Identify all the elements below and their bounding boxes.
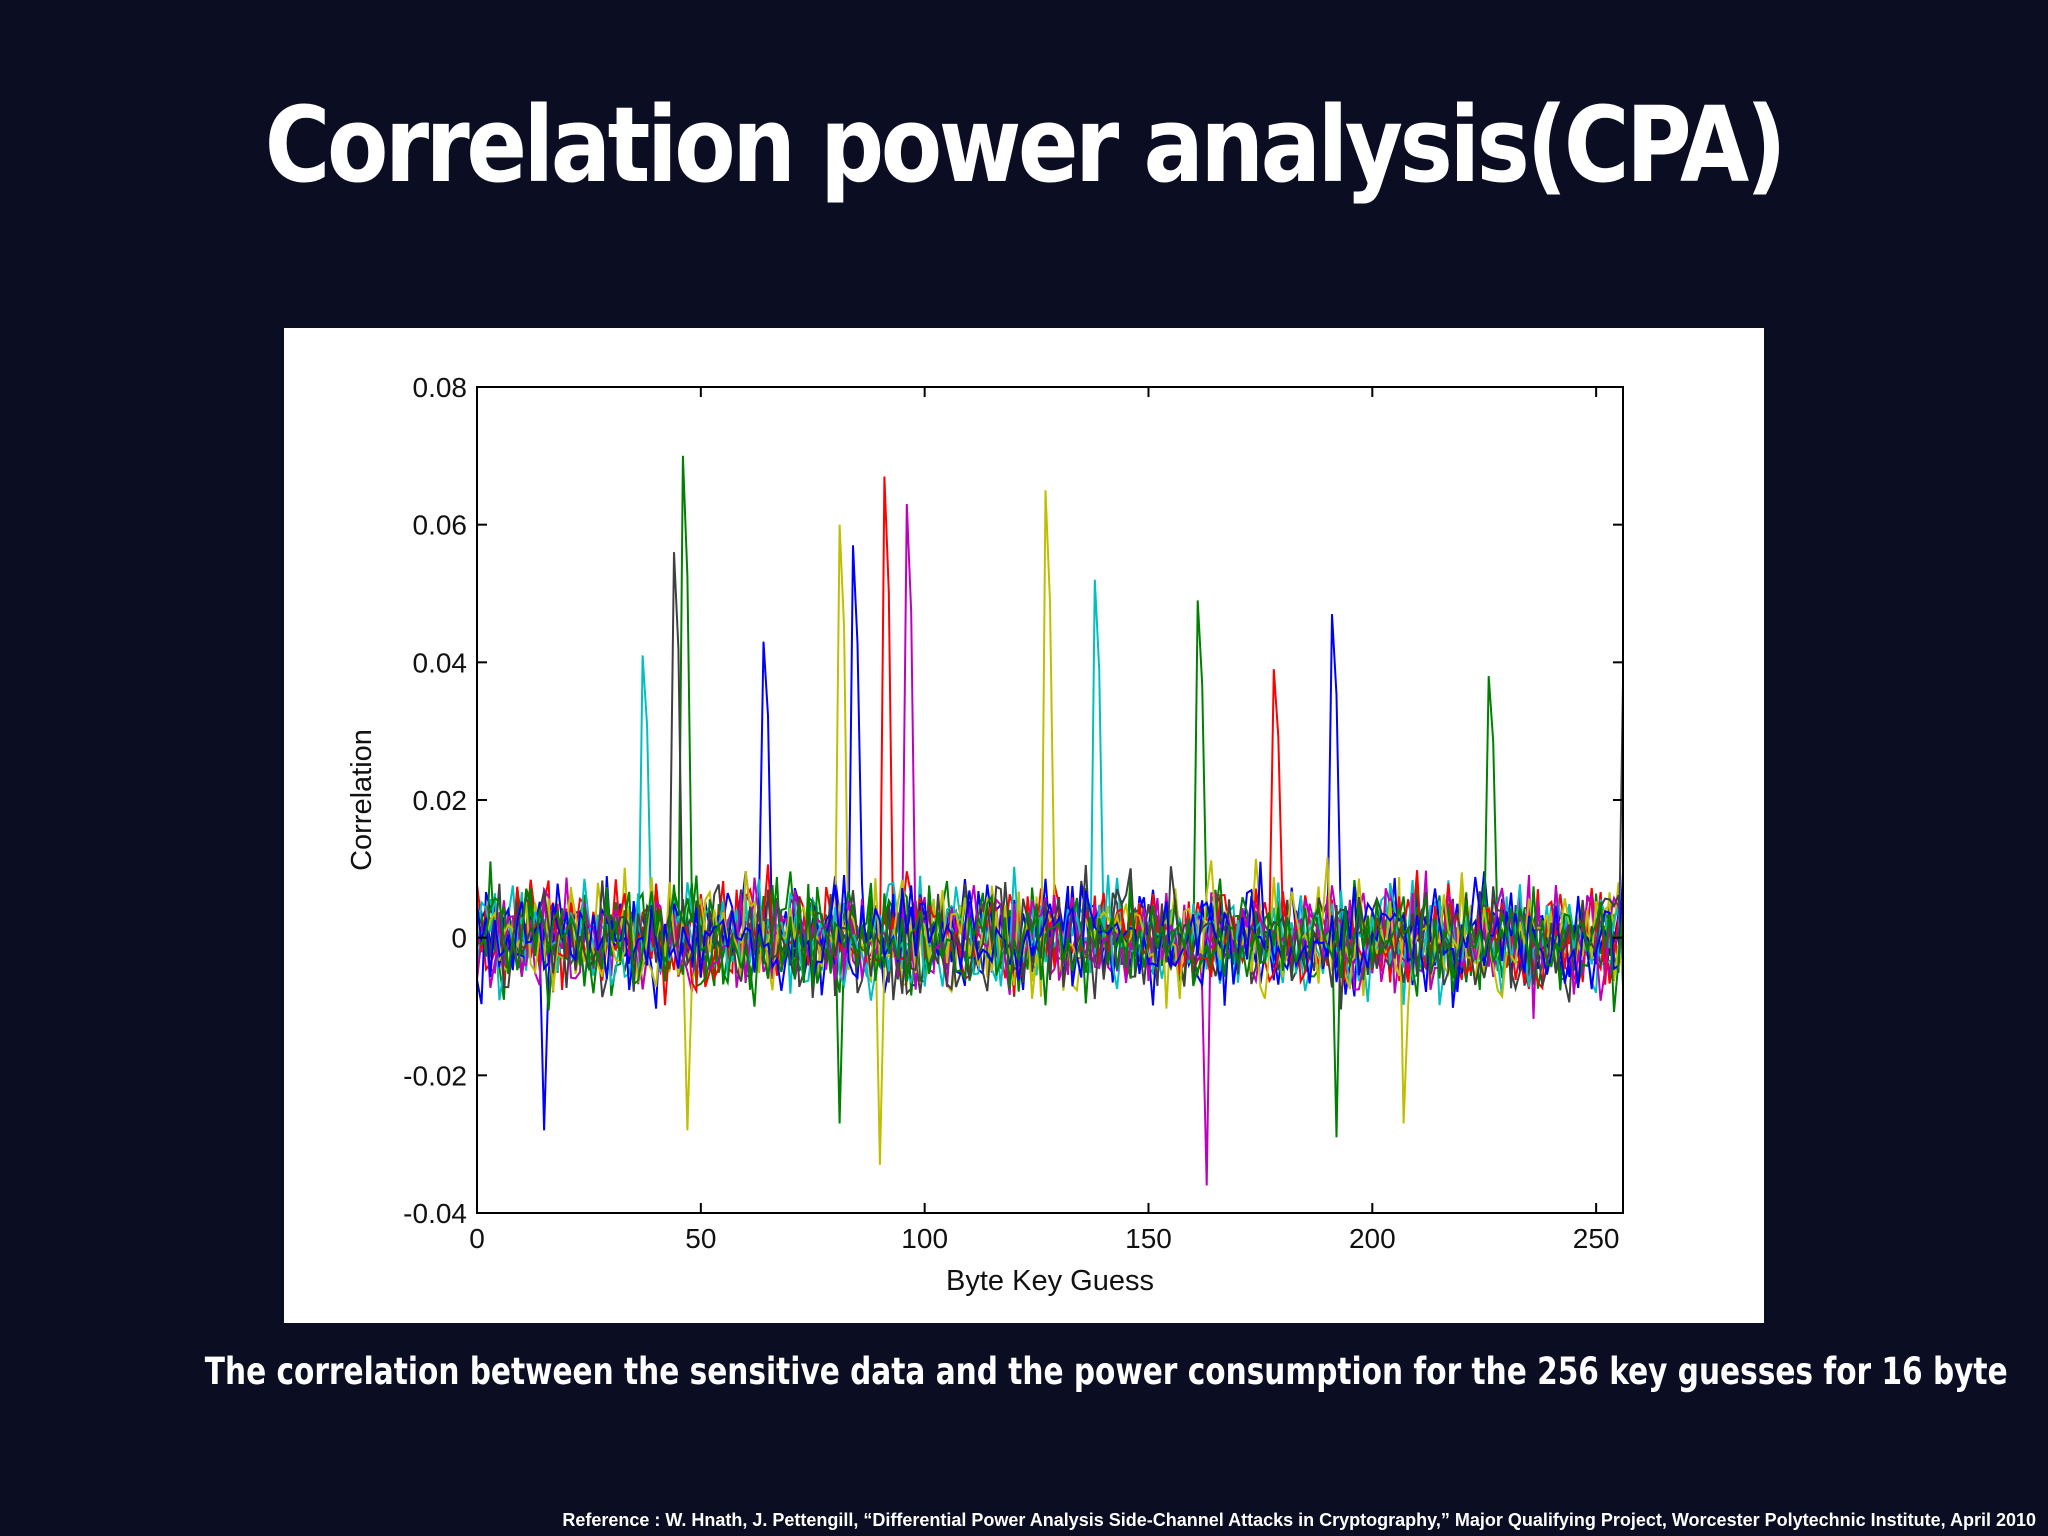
x-tick-label: 50 (685, 1223, 716, 1254)
series-layer (476, 455, 1624, 1186)
y-tick-label: 0 (451, 923, 467, 954)
y-tick-label: 0.08 (413, 372, 468, 403)
series-line-14 (476, 865, 1624, 1010)
x-axis-label: Byte Key Guess (946, 1265, 1154, 1297)
x-tick-label: 200 (1349, 1223, 1396, 1254)
y-tick-label: -0.02 (403, 1060, 467, 1091)
series-line-16 (476, 875, 1624, 1012)
slide-caption: The correlation between the sensitive da… (204, 1350, 2008, 1393)
series-line-10 (476, 864, 1624, 1006)
chart-figure: 0 50 100 150 200 250 -0.04 -0.02 0 0.02 0.04 0.06 0.… (284, 328, 1764, 1323)
x-tick-label: 0 (469, 1223, 485, 1254)
reference-citation: Reference : W. Hnath, J. Pettengill, “Di… (562, 1510, 2036, 1530)
y-tick-label: 0.06 (413, 510, 468, 541)
slide-title: Correlation power analysis(CPA) (264, 84, 1787, 206)
y-tick-label: -0.04 (403, 1198, 467, 1229)
x-tick-label: 100 (901, 1223, 948, 1254)
plot-area-background (477, 387, 1623, 1213)
y-tick-label: 0.02 (413, 785, 468, 816)
x-tick-label: 150 (1125, 1223, 1172, 1254)
y-axis-label: Correlation (346, 729, 378, 871)
series-line-13 (476, 857, 1624, 1000)
tick-layer: 0 50 100 150 200 250 -0.04 -0.02 0 0.02 0.04 0.06 0.… (403, 372, 1623, 1254)
y-tick-label: 0.04 (413, 647, 468, 678)
x-tick-label: 250 (1573, 1223, 1620, 1254)
correlation-chart: 0 50 100 150 200 250 -0.04 -0.02 0 0.02 0.04 0.06 0.… (346, 372, 1624, 1297)
